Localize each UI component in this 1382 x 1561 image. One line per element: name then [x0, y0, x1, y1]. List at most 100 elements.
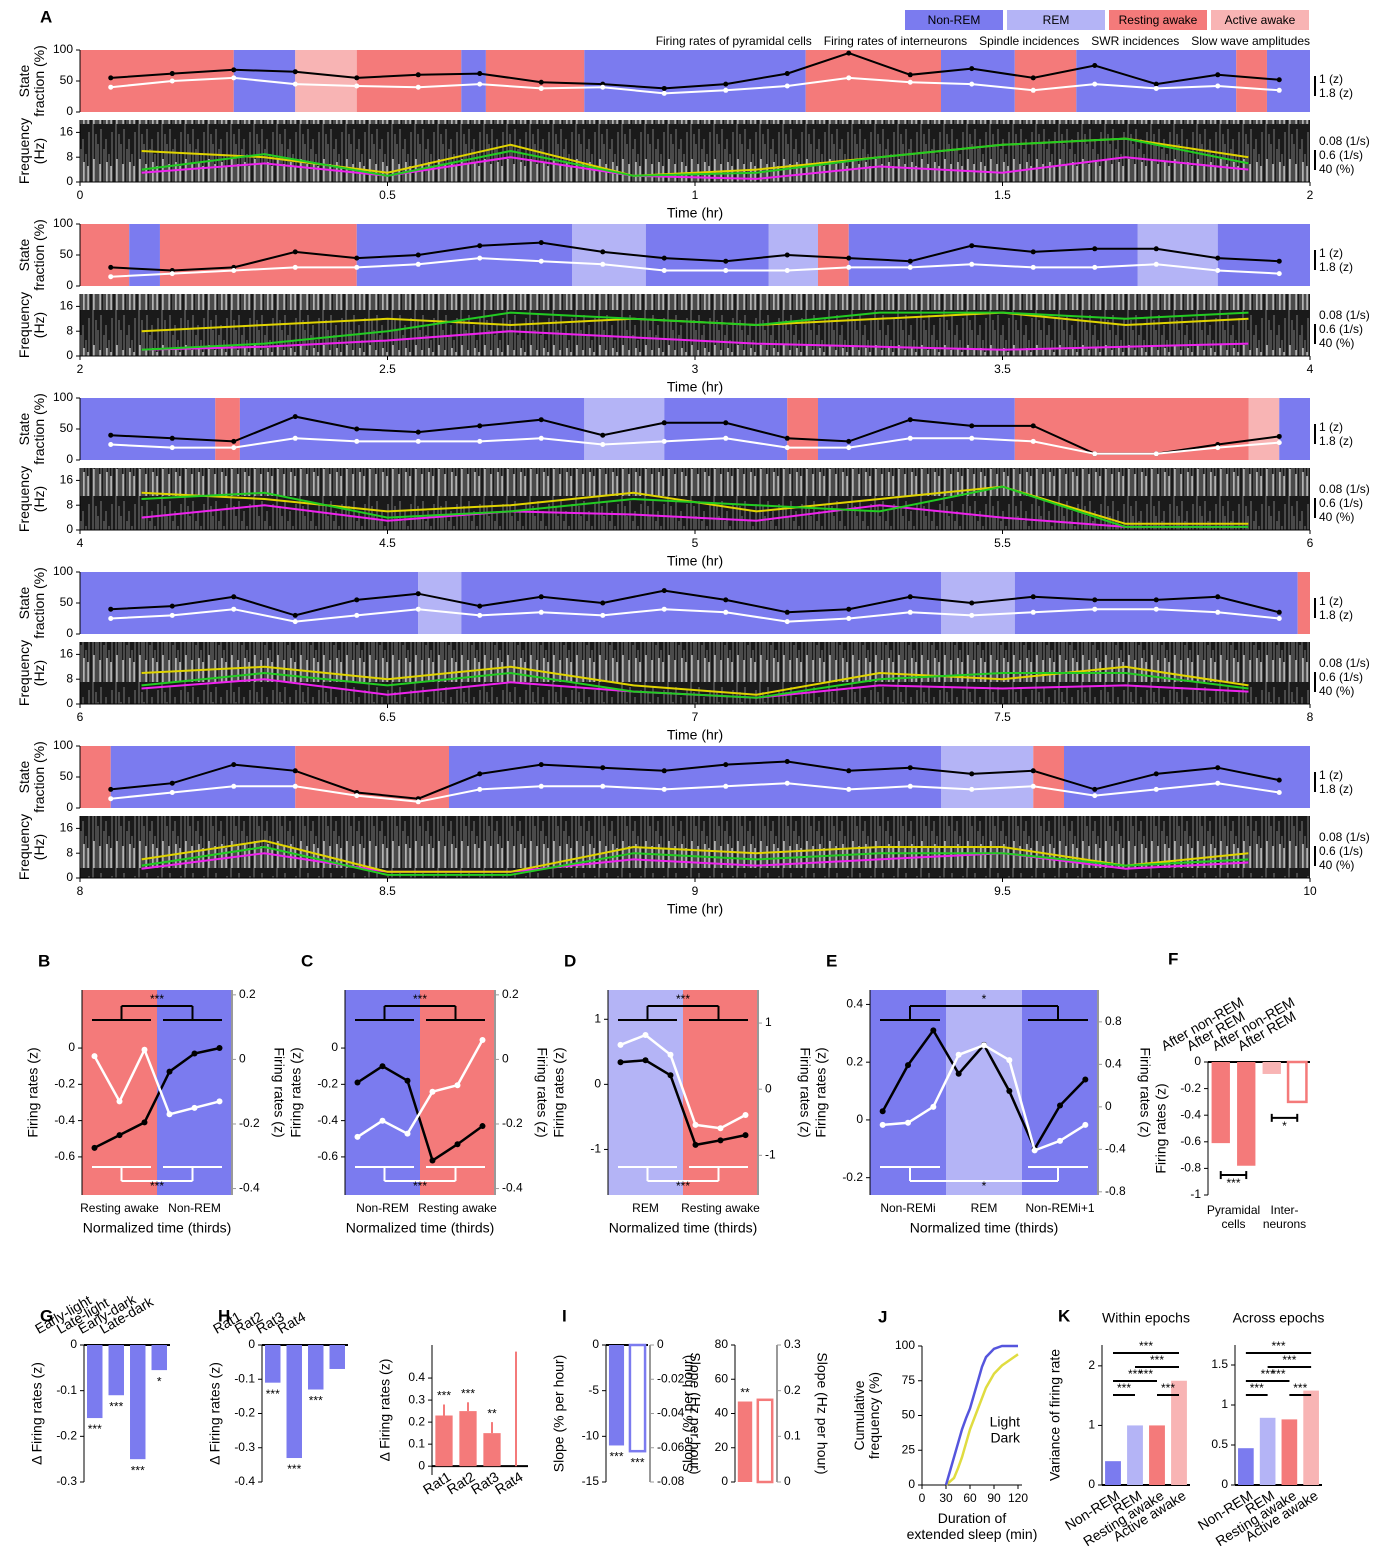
state-segment: [461, 572, 941, 634]
series-line: [141, 156, 1249, 180]
data-point: [1276, 777, 1282, 783]
data-point: [404, 1077, 411, 1084]
spectrogram: [80, 816, 1310, 878]
series-line: [110, 415, 1280, 455]
bar: [1303, 1390, 1319, 1485]
data-point: [477, 243, 483, 249]
x-tick-label: Resting awake: [681, 1201, 760, 1215]
data-point: [379, 1117, 386, 1124]
scale-label: 40 (%): [1319, 510, 1354, 524]
tick-label: 8: [66, 497, 73, 511]
legend-label: REM: [1043, 13, 1070, 27]
data-point: [1215, 765, 1221, 771]
tick-label: -0.4: [1180, 1107, 1201, 1121]
data-point: [600, 600, 606, 606]
series-line: [141, 852, 1249, 873]
data-point: [1092, 63, 1098, 68]
data-point: [1276, 433, 1282, 439]
state-segment: [584, 50, 806, 112]
data-point: [969, 600, 975, 606]
data-point: [538, 85, 544, 91]
x-tick-label: 3: [692, 362, 699, 376]
tick-label: 0: [66, 278, 73, 292]
data-point: [479, 1037, 486, 1044]
data-point: [477, 255, 483, 261]
data-point: [169, 445, 175, 451]
bar: [737, 1401, 753, 1482]
data-point: [169, 271, 175, 277]
y2-axis-label-line: Frequency: [16, 814, 32, 880]
data-point: [600, 249, 606, 255]
series-line: [110, 241, 1280, 272]
significance: ***: [109, 1399, 123, 1413]
tick-label: 75: [902, 1373, 916, 1387]
x-tick-label: 8: [1307, 710, 1314, 724]
data-point: [91, 1144, 98, 1151]
x-tick-label: Resting awake: [80, 1201, 159, 1215]
state-segment: [80, 398, 216, 460]
x-axis-label: Normalized time (thirds): [83, 1220, 232, 1236]
epoch-band: [1022, 990, 1098, 1195]
significance: ***: [131, 1463, 145, 1477]
y2-axis-label-line: (Hz): [31, 486, 47, 512]
data-point: [879, 1121, 886, 1128]
x-tick-label: 6: [77, 710, 84, 724]
x-tick-label: REM: [971, 1201, 998, 1215]
bar: [87, 1345, 103, 1419]
data-point: [354, 612, 360, 618]
data-point: [454, 1082, 461, 1089]
x-tick-label: 1: [692, 188, 699, 202]
data-point: [723, 435, 729, 441]
data-point: [907, 594, 913, 600]
y2-axis-label: Frequency(Hz): [16, 466, 47, 532]
x-tick-label: 60: [963, 1491, 977, 1505]
y-axis-label: Cumulativefrequency (%): [851, 1372, 882, 1459]
data-point: [429, 1088, 436, 1095]
tick-label: 50: [60, 595, 74, 609]
group-label-line: cells: [1221, 1217, 1245, 1231]
data-point: [108, 75, 114, 81]
data-point: [600, 765, 606, 771]
series-line: [93, 1046, 220, 1116]
x-axis-label-line: extended sleep (min): [907, 1526, 1038, 1542]
bar: [151, 1345, 167, 1371]
state-segment: [1014, 398, 1249, 460]
data-point: [907, 417, 913, 423]
data-point: [846, 255, 852, 261]
data-point: [1092, 451, 1098, 457]
state-segment: [110, 746, 296, 808]
data-point: [292, 768, 298, 774]
cdf-line: [944, 1344, 1018, 1486]
data-point: [1006, 1057, 1013, 1064]
data-point: [1030, 75, 1036, 81]
group-label-line: Inter-: [1270, 1203, 1298, 1217]
tick-label: 50: [60, 421, 74, 435]
tick-label: -0.6: [54, 1149, 75, 1163]
data-point: [717, 1137, 724, 1144]
tick-label: -0.3: [56, 1474, 77, 1488]
data-point: [354, 426, 360, 432]
tick-label: 2: [1088, 1358, 1095, 1372]
scale-label: 0.6 (1/s): [1319, 844, 1363, 858]
data-point: [231, 594, 237, 600]
panel-label: B: [38, 951, 50, 970]
x-tick-label: 0: [77, 188, 84, 202]
significance: ***: [287, 1462, 301, 1476]
tick-label: 80: [715, 1337, 729, 1351]
y-axis-label-line: State: [16, 586, 32, 619]
tick-label: -0.2: [234, 1406, 255, 1420]
data-point: [1030, 264, 1036, 270]
data-point: [454, 1141, 461, 1148]
scale-label: 1 (z): [1319, 420, 1343, 434]
data-point: [1057, 1137, 1063, 1144]
x-tick-label: Rat4: [492, 1468, 526, 1497]
scale-label: 1.8 (z): [1319, 782, 1353, 796]
data-point: [1276, 790, 1282, 795]
data-point: [955, 1070, 962, 1077]
data-point: [538, 762, 544, 768]
significance: ***: [676, 1179, 690, 1193]
y-axis-label-line: fraction (%): [31, 219, 47, 291]
data-point: [1276, 258, 1282, 264]
tick-label: -0.3: [234, 1440, 255, 1454]
